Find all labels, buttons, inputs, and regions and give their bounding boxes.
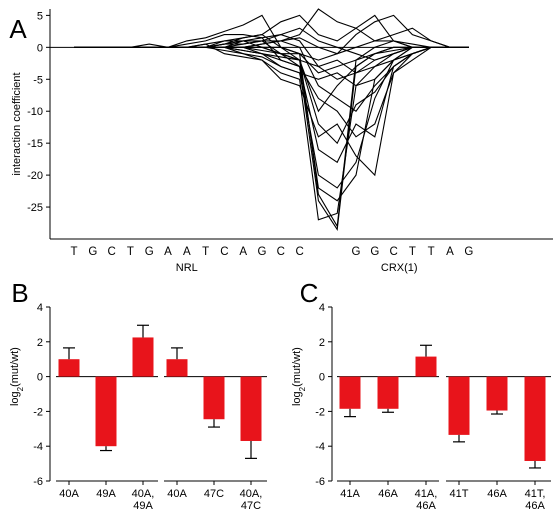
panel-a-x-tick-label: C — [220, 246, 228, 258]
panel-a-y-tick-label: 5 — [37, 10, 43, 22]
panel-a-group-label-crx: CRX(1) — [381, 262, 418, 274]
panel-b-category-label: 40A, — [132, 488, 155, 500]
panel-b-category-label: 40A — [59, 488, 79, 500]
panel-c-category-label: 41A — [340, 488, 360, 500]
panel-a-y-tick-label: -5 — [33, 74, 43, 86]
panel-a-x-tick-label: A — [164, 246, 172, 258]
panel-a-x-tick-label: G — [145, 246, 154, 258]
panel-b-category-label: 47C — [204, 488, 224, 500]
panel-b-y-tick-label: -4 — [33, 441, 43, 453]
panel-a-x-tick-label: G — [88, 246, 97, 258]
panel-a-x-tick-label: G — [352, 246, 361, 258]
panel-c-y-tick-label: 2 — [319, 337, 325, 349]
panel-c-category-label: 46A — [378, 488, 398, 500]
panel-label-c: C — [300, 278, 319, 308]
panel-a-y-tick-label: -25 — [27, 202, 43, 214]
panel-a-x-tick-label: A — [183, 246, 191, 258]
panel-c-category-label: 46A — [416, 500, 436, 512]
panel-b-y-tick-label: -2 — [33, 406, 43, 418]
panel-a-x-tick-label: C — [295, 246, 303, 258]
panel-a-x-tick-label: G — [370, 246, 379, 258]
panel-c-y-tick-label: 0 — [319, 372, 325, 384]
panel-a-x-tick-label: C — [107, 246, 115, 258]
panel-c-category-label: 41T — [450, 488, 469, 500]
panel-c-category-label: 41T, — [525, 488, 546, 500]
panel-b-bar — [132, 337, 154, 377]
panel-b-category-label: 49A — [96, 488, 116, 500]
panel-a-series-line — [74, 40, 469, 164]
panel-a-x-tick-label: G — [258, 246, 267, 258]
panel-a-y-axis-title: interaction coefficient — [11, 72, 23, 175]
panel-a-x-tick-label: G — [464, 246, 473, 258]
panel-c-bar — [524, 376, 546, 461]
panel-c-bar — [339, 376, 361, 409]
panel-c-category-label: 41A, — [415, 488, 438, 500]
panel-b-y-axis-title: log2(mut/wt) — [9, 347, 25, 406]
panel-b-y-tick-label: 2 — [37, 337, 43, 349]
panel-a-y-tick-label: -20 — [27, 170, 43, 182]
panel-a-series-line — [74, 34, 469, 231]
panel-a-x-tick-label: A — [239, 246, 247, 258]
panel-a-x-tick-label: A — [446, 246, 454, 258]
panel-a-y-tick-label: 0 — [37, 42, 43, 54]
panel-a-x-tick-label: T — [202, 246, 209, 258]
panel-b-bar — [240, 376, 262, 441]
panel-a-series-line — [74, 40, 469, 112]
panel-c-category-label: 46A — [525, 500, 545, 512]
panel-c-bar — [448, 376, 470, 435]
panel-label-b: B — [11, 278, 28, 308]
panel-b-category-label: 49A — [133, 500, 153, 512]
panel-c-y-tick-label: 4 — [319, 302, 325, 314]
panel-c-y-tick-label: -2 — [315, 406, 325, 418]
panel-c-bar — [486, 376, 508, 411]
panel-a-series-line — [74, 14, 469, 228]
panel-c-y-tick-label: -4 — [315, 441, 325, 453]
panel-a-x-tick-label: C — [389, 246, 397, 258]
panel-a-series-line — [74, 46, 469, 189]
panel-a-series-line — [74, 46, 469, 74]
panel-a-x-tick-label: T — [70, 246, 77, 258]
panel-a-x-tick-label: T — [127, 246, 134, 258]
panel-c-y-axis-title: log2(mut/wt) — [291, 347, 307, 406]
panel-a-x-tick-label: C — [277, 246, 285, 258]
panel-a-group-label-nrl: NRL — [176, 262, 198, 274]
panel-label-a: A — [9, 14, 27, 44]
panel-c-bar — [377, 376, 399, 409]
panel-c-bar — [415, 356, 437, 377]
panel-a-y-tick-label: -15 — [27, 138, 43, 150]
panel-a-x-tick-label: T — [409, 246, 416, 258]
panel-b-bar — [95, 376, 117, 447]
panel-b-category-label: 47C — [241, 500, 261, 512]
panel-b-y-tick-label: 4 — [37, 302, 43, 314]
panel-b-bar — [166, 359, 188, 377]
panel-b-bar — [203, 376, 225, 420]
panel-a-y-tick-label: -10 — [27, 106, 43, 118]
panel-b-y-tick-label: -6 — [33, 476, 43, 488]
panel-c-y-tick-label: -6 — [315, 476, 325, 488]
panel-b-category-label: 40A — [167, 488, 187, 500]
panel-b-category-label: 40A, — [240, 488, 263, 500]
panel-b-bar — [58, 359, 80, 377]
panel-b-y-tick-label: 0 — [37, 372, 43, 384]
panel-a-x-tick-label: T — [428, 246, 435, 258]
panel-c-category-label: 46A — [487, 488, 507, 500]
